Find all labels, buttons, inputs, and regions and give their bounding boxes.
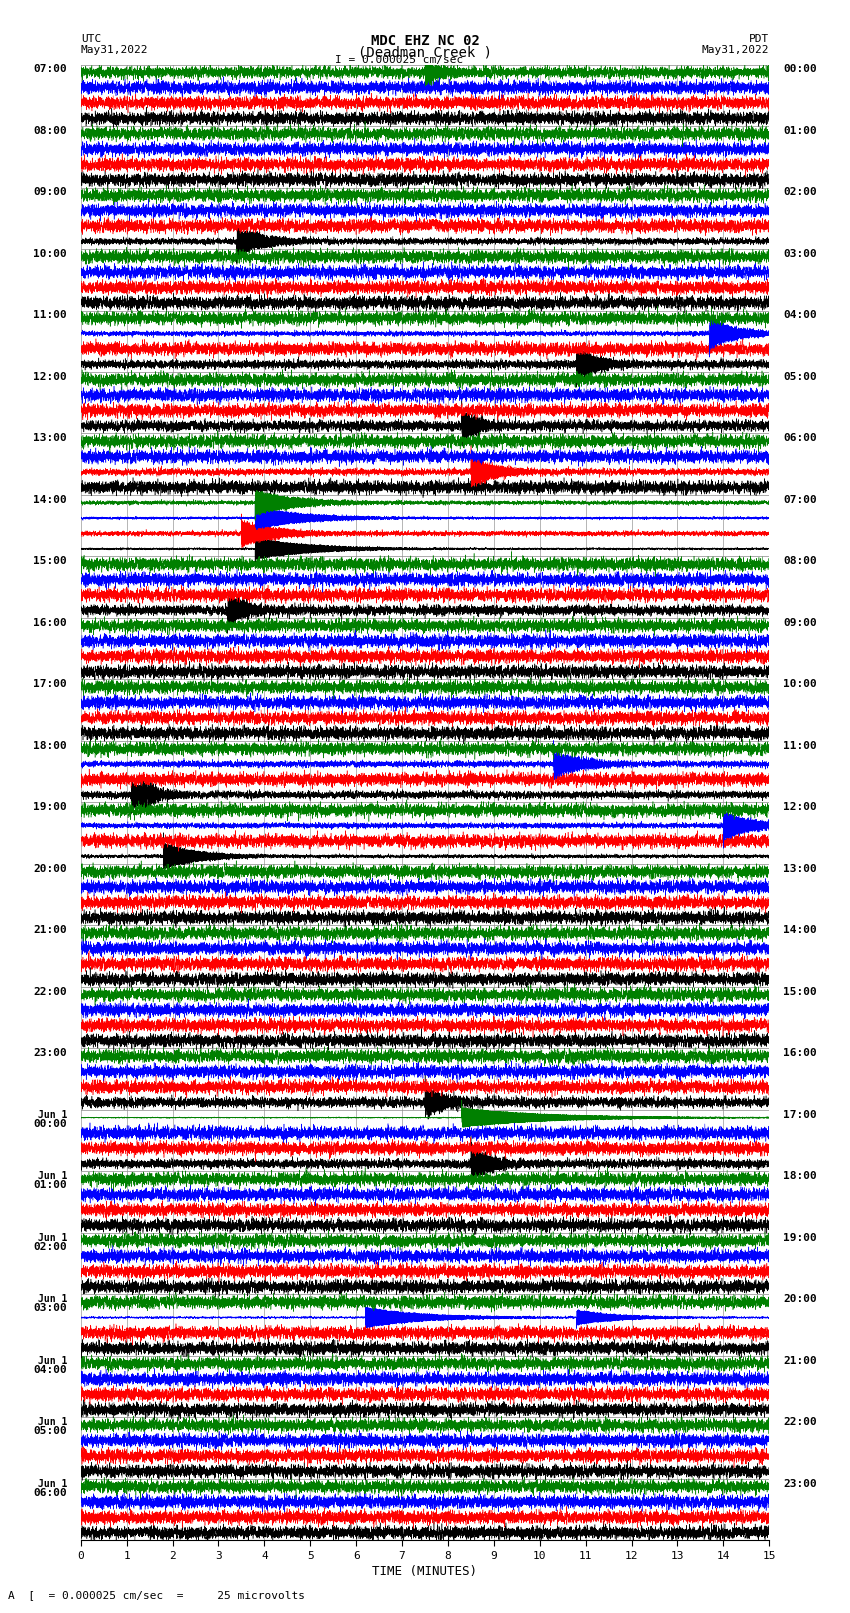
Text: 11:00: 11:00: [783, 740, 817, 750]
Text: 18:00: 18:00: [783, 1171, 817, 1181]
Text: 06:00: 06:00: [33, 1487, 67, 1498]
Text: Jun 1: Jun 1: [37, 1232, 67, 1242]
Text: 22:00: 22:00: [783, 1418, 817, 1428]
Text: PDT: PDT: [749, 34, 769, 44]
Text: Jun 1: Jun 1: [37, 1418, 67, 1428]
Text: 05:00: 05:00: [783, 371, 817, 382]
Text: 22:00: 22:00: [33, 987, 67, 997]
Text: MDC EHZ NC 02: MDC EHZ NC 02: [371, 34, 479, 48]
Text: 19:00: 19:00: [33, 802, 67, 811]
Text: 13:00: 13:00: [783, 863, 817, 874]
Text: 01:00: 01:00: [783, 126, 817, 135]
Text: May31,2022: May31,2022: [702, 45, 769, 55]
Text: 23:00: 23:00: [783, 1479, 817, 1489]
Text: 02:00: 02:00: [33, 1242, 67, 1252]
Text: 03:00: 03:00: [33, 1303, 67, 1313]
Text: 12:00: 12:00: [33, 371, 67, 382]
Text: 20:00: 20:00: [33, 863, 67, 874]
Text: 01:00: 01:00: [33, 1181, 67, 1190]
Text: 10:00: 10:00: [783, 679, 817, 689]
Text: 16:00: 16:00: [33, 618, 67, 627]
Text: 14:00: 14:00: [783, 926, 817, 936]
Text: 12:00: 12:00: [783, 802, 817, 811]
Text: 20:00: 20:00: [783, 1294, 817, 1303]
Text: 04:00: 04:00: [33, 1365, 67, 1374]
Text: 23:00: 23:00: [33, 1048, 67, 1058]
Text: 03:00: 03:00: [783, 248, 817, 258]
Text: I = 0.000025 cm/sec: I = 0.000025 cm/sec: [336, 55, 463, 65]
Text: 00:00: 00:00: [783, 65, 817, 74]
Text: 05:00: 05:00: [33, 1426, 67, 1436]
Text: 16:00: 16:00: [783, 1048, 817, 1058]
Text: 21:00: 21:00: [783, 1355, 817, 1366]
Text: 14:00: 14:00: [33, 495, 67, 505]
Text: 15:00: 15:00: [783, 987, 817, 997]
Text: 08:00: 08:00: [33, 126, 67, 135]
Text: 07:00: 07:00: [783, 495, 817, 505]
Text: 18:00: 18:00: [33, 740, 67, 750]
Text: Jun 1: Jun 1: [37, 1355, 67, 1366]
Text: Jun 1: Jun 1: [37, 1294, 67, 1303]
Text: Jun 1: Jun 1: [37, 1110, 67, 1119]
Text: 21:00: 21:00: [33, 926, 67, 936]
Text: 08:00: 08:00: [783, 556, 817, 566]
Text: 06:00: 06:00: [783, 434, 817, 444]
Text: 02:00: 02:00: [783, 187, 817, 197]
Text: 10:00: 10:00: [33, 248, 67, 258]
Text: 13:00: 13:00: [33, 434, 67, 444]
Text: 19:00: 19:00: [783, 1232, 817, 1242]
Text: May31,2022: May31,2022: [81, 45, 148, 55]
Text: 15:00: 15:00: [33, 556, 67, 566]
Text: 09:00: 09:00: [33, 187, 67, 197]
Text: 17:00: 17:00: [33, 679, 67, 689]
Text: Jun 1: Jun 1: [37, 1479, 67, 1489]
Text: 09:00: 09:00: [783, 618, 817, 627]
Text: 11:00: 11:00: [33, 310, 67, 319]
Text: 04:00: 04:00: [783, 310, 817, 319]
Text: UTC: UTC: [81, 34, 101, 44]
Text: (Deadman Creek ): (Deadman Creek ): [358, 45, 492, 60]
X-axis label: TIME (MINUTES): TIME (MINUTES): [372, 1565, 478, 1578]
Text: A  [  = 0.000025 cm/sec  =     25 microvolts: A [ = 0.000025 cm/sec = 25 microvolts: [8, 1590, 305, 1600]
Text: 07:00: 07:00: [33, 65, 67, 74]
Text: 00:00: 00:00: [33, 1119, 67, 1129]
Text: 17:00: 17:00: [783, 1110, 817, 1119]
Text: Jun 1: Jun 1: [37, 1171, 67, 1181]
